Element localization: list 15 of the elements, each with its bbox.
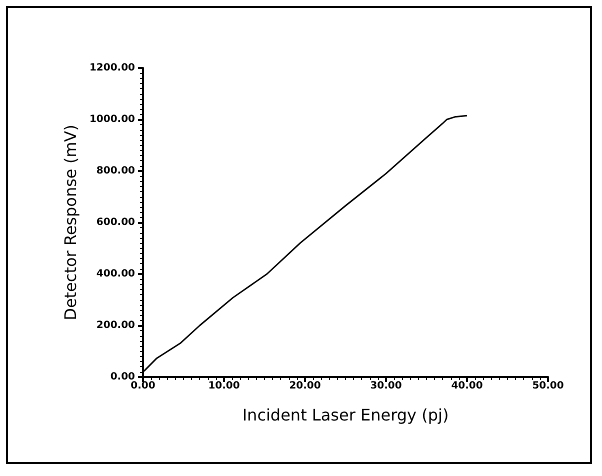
x-tick-label: 0.00	[130, 380, 156, 392]
x-tick-label: 10.00	[208, 380, 240, 392]
y-tick-label: 1200.00	[89, 62, 136, 74]
y-tick-label: 200.00	[96, 320, 136, 331]
y-tick-label: 600.00	[96, 217, 136, 228]
y-tick-label: 400.00	[96, 268, 136, 280]
x-axis-title: Incident Laser Energy (pj)	[242, 406, 449, 424]
y-axis-title: Detector Response (mV)	[61, 124, 80, 320]
y-tick-label: 800.00	[96, 166, 136, 176]
x-tick-label: 20.00	[289, 380, 321, 392]
y-tick-label: 0.00	[110, 372, 136, 382]
x-tick-label: 40.00	[451, 380, 483, 392]
x-tick-label: 30.00	[370, 380, 402, 392]
x-tick-label: 50.00	[532, 380, 564, 392]
y-tick-label: 1000.00	[89, 114, 136, 125]
